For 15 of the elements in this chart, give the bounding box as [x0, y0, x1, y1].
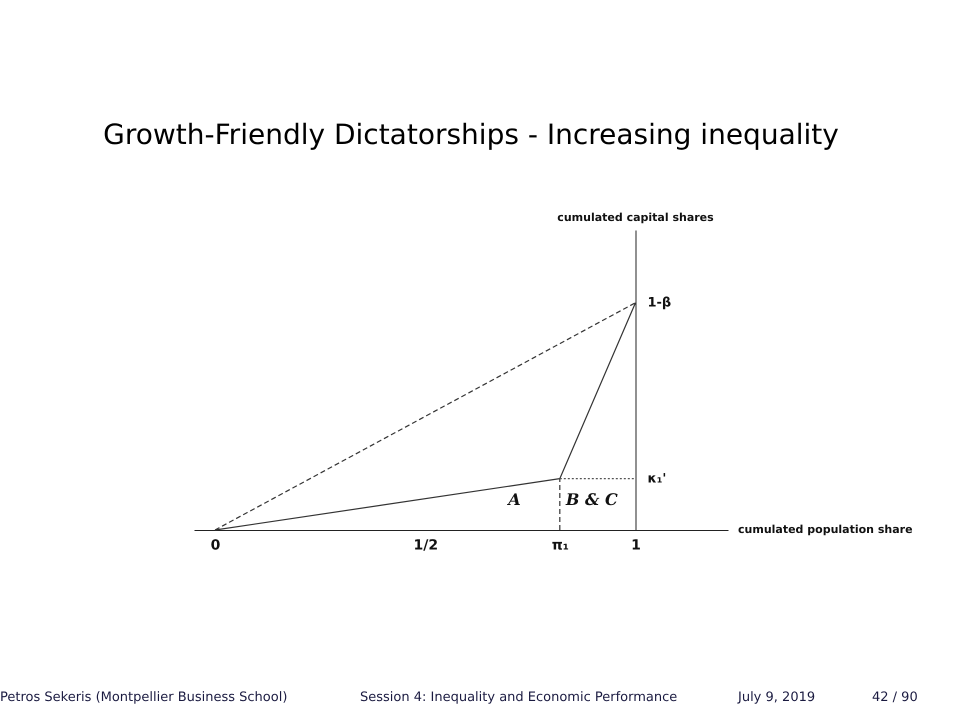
text: Petros Sekeris (Montpellier Business School) — [0, 690, 288, 705]
text: July 9, 2019 — [738, 690, 816, 705]
annotation: B & C — [564, 490, 618, 509]
text: cumulated capital shares — [557, 211, 714, 224]
annotation: κ₁' — [647, 472, 666, 487]
chart-title: Growth-Friendly Dictatorships - Increasing inequality — [103, 118, 839, 151]
x-tick-label: π₁ — [552, 538, 569, 554]
text: Session 4: Inequality and Economic Performance — [360, 690, 678, 705]
annotation: 1-β — [647, 296, 672, 311]
x-tick-label: 1 — [631, 538, 641, 554]
text: 42 / 90 — [872, 690, 918, 705]
annotation: A — [506, 490, 521, 509]
x-axis-title: cumulated population share — [738, 523, 913, 536]
x-tick-label: 0 — [210, 538, 221, 554]
x-tick-label: 1/2 — [413, 538, 438, 554]
